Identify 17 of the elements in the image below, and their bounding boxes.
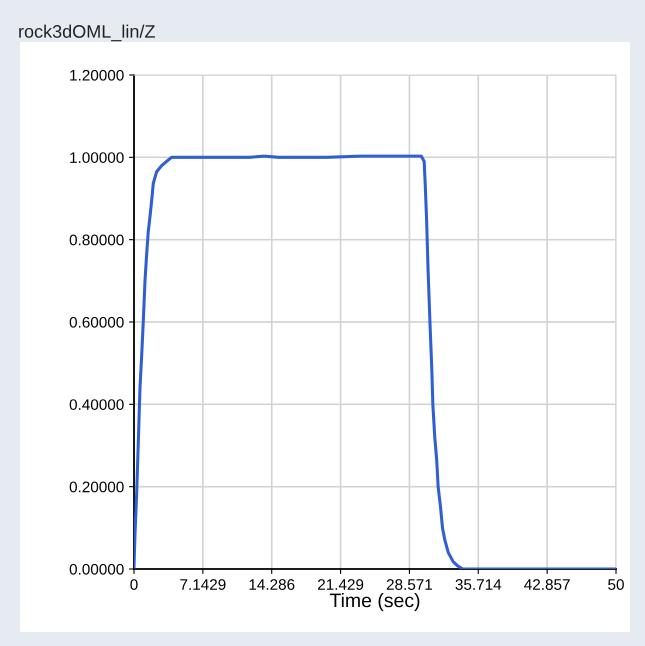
y-tick-label: 0.80000 <box>70 234 124 246</box>
y-tick-label: 0.20000 <box>70 482 124 492</box>
y-tick-label: 0.40000 <box>70 399 124 410</box>
y-tick-label: 1.00000 <box>70 152 124 164</box>
x-tick-label: 42.857 <box>524 579 570 590</box>
x-tick-label: 14.286 <box>250 579 294 590</box>
x-axis-title: Time (sec) <box>330 592 420 612</box>
x-tick-label: 0 <box>130 579 138 590</box>
x-tick-label: 50 <box>608 579 624 590</box>
x-tick-label: 21.429 <box>318 579 364 590</box>
y-tick-label: 0.60000 <box>70 316 124 328</box>
x-tick-label: 28.571 <box>386 579 432 590</box>
y-tick-label: 0.00000 <box>70 564 124 575</box>
x-tick-label: 35.714 <box>456 579 502 590</box>
y-tick-label: 1.20000 <box>70 70 124 81</box>
x-tick-label: 7.1429 <box>180 579 226 590</box>
chart-title: rock3dOML_lin/Z <box>19 24 155 42</box>
